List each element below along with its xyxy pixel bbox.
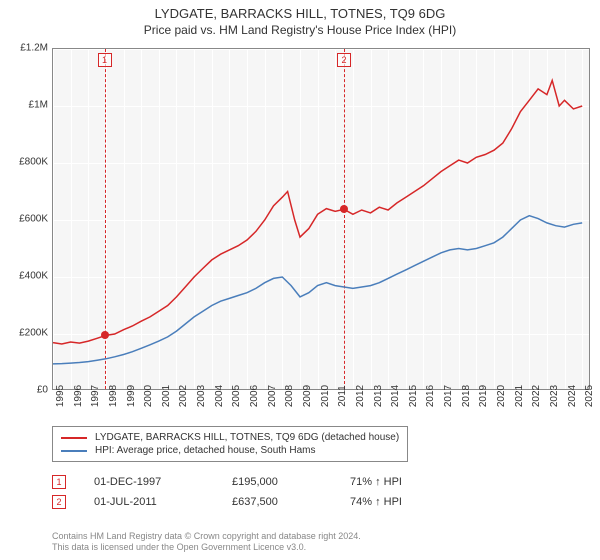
xtick-label: 2003 (196, 385, 207, 407)
sale-date: 01-DEC-1997 (94, 476, 204, 488)
legend-label: HPI: Average price, detached house, Sout… (95, 445, 316, 456)
sale-pct: 74% ↑ HPI (350, 496, 402, 508)
ytick-label: £600K (4, 214, 48, 225)
xtick-label: 2025 (584, 385, 595, 407)
ytick-label: £1.2M (4, 43, 48, 54)
xtick-label: 2009 (302, 385, 313, 407)
ytick-label: £400K (4, 271, 48, 282)
xtick-label: 2022 (531, 385, 542, 407)
xtick-label: 2011 (337, 385, 348, 407)
ytick-label: £1M (4, 100, 48, 111)
legend-row: LYDGATE, BARRACKS HILL, TOTNES, TQ9 6DG … (61, 431, 399, 444)
ytick-label: £0 (4, 385, 48, 396)
xtick-label: 2012 (355, 385, 366, 407)
sale-point (101, 331, 109, 339)
xtick-label: 2015 (408, 385, 419, 407)
ytick-label: £200K (4, 328, 48, 339)
footer-line-2: This data is licensed under the Open Gov… (52, 542, 590, 554)
xtick-label: 2010 (320, 385, 331, 407)
series-line-detached (53, 80, 582, 344)
legend-swatch (61, 450, 87, 452)
sale-point (340, 205, 348, 213)
xtick-label: 2019 (478, 385, 489, 407)
sale-pct: 71% ↑ HPI (350, 476, 402, 488)
xtick-label: 2013 (373, 385, 384, 407)
page-title: LYDGATE, BARRACKS HILL, TOTNES, TQ9 6DG (0, 0, 600, 21)
xtick-label: 2007 (267, 385, 278, 407)
sale-row-marker: 2 (52, 495, 66, 509)
ytick-label: £800K (4, 157, 48, 168)
legend-row: HPI: Average price, detached house, Sout… (61, 444, 399, 457)
xtick-label: 2004 (214, 385, 225, 407)
xtick-label: 2014 (390, 385, 401, 407)
chart-lines (53, 49, 589, 389)
sale-price: £195,000 (232, 476, 322, 488)
xtick-label: 2016 (425, 385, 436, 407)
sale-row-marker: 1 (52, 475, 66, 489)
xtick-label: 2020 (496, 385, 507, 407)
xtick-label: 2008 (284, 385, 295, 407)
xtick-label: 2021 (514, 385, 525, 407)
xtick-label: 2001 (161, 385, 172, 407)
xtick-label: 1995 (55, 385, 66, 407)
footer-line-1: Contains HM Land Registry data © Crown c… (52, 531, 590, 543)
footer: Contains HM Land Registry data © Crown c… (52, 531, 590, 554)
sale-marker-box: 1 (98, 53, 112, 67)
chart-area: 12 (52, 48, 590, 390)
xtick-label: 2024 (567, 385, 578, 407)
series-line-hpi (53, 216, 582, 364)
legend-box: LYDGATE, BARRACKS HILL, TOTNES, TQ9 6DG … (52, 426, 408, 462)
xtick-label: 1998 (108, 385, 119, 407)
xtick-label: 2006 (249, 385, 260, 407)
legend-swatch (61, 437, 87, 439)
sale-row: 2 01-JUL-2011 £637,500 74% ↑ HPI (52, 492, 590, 512)
xtick-label: 2023 (549, 385, 560, 407)
xtick-label: 1999 (126, 385, 137, 407)
legend: LYDGATE, BARRACKS HILL, TOTNES, TQ9 6DG … (52, 426, 590, 462)
sale-date: 01-JUL-2011 (94, 496, 204, 508)
xtick-label: 2000 (143, 385, 154, 407)
xtick-label: 1997 (90, 385, 101, 407)
xtick-label: 2017 (443, 385, 454, 407)
xtick-label: 2002 (178, 385, 189, 407)
legend-label: LYDGATE, BARRACKS HILL, TOTNES, TQ9 6DG … (95, 432, 399, 443)
sale-row: 1 01-DEC-1997 £195,000 71% ↑ HPI (52, 472, 590, 492)
xtick-label: 1996 (73, 385, 84, 407)
sale-price: £637,500 (232, 496, 322, 508)
page-subtitle: Price paid vs. HM Land Registry's House … (0, 21, 600, 41)
xtick-label: 2005 (231, 385, 242, 407)
sales-table: 1 01-DEC-1997 £195,000 71% ↑ HPI 2 01-JUL-201… (52, 472, 590, 512)
xtick-label: 2018 (461, 385, 472, 407)
sale-marker-box: 2 (337, 53, 351, 67)
